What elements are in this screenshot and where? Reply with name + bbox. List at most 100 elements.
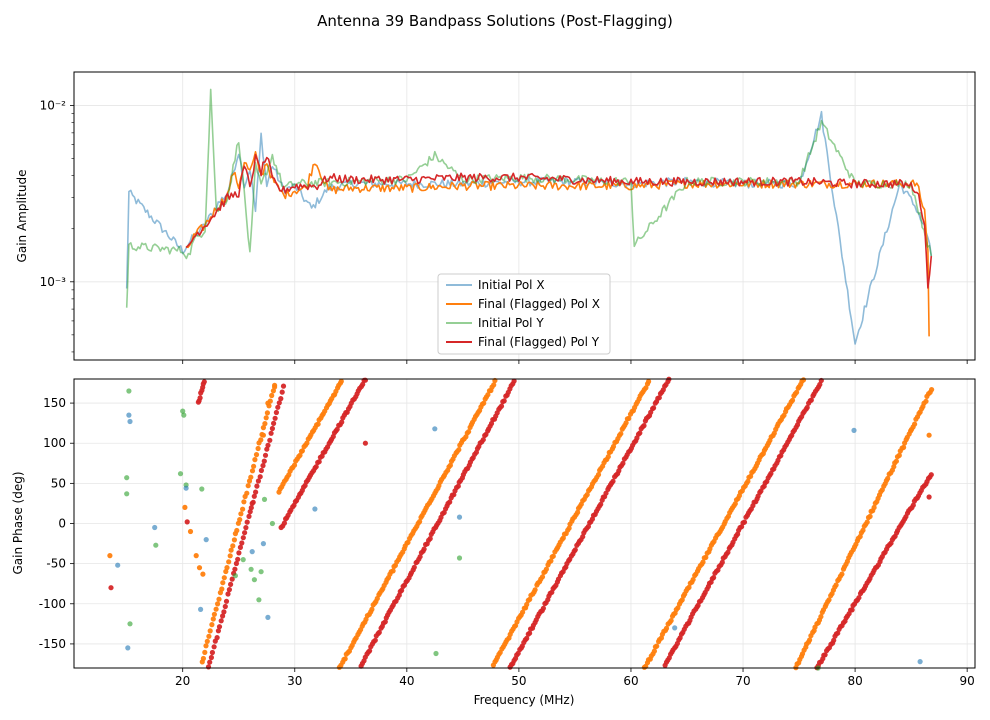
phase-outlier-initial-pol-y — [258, 569, 264, 575]
phase-point-final-flagged-pol-x — [223, 568, 229, 575]
amplitude-ylabel: Gain Amplitude — [15, 170, 29, 263]
phase-outlier-final-flagged-pol-x — [107, 553, 113, 559]
phase-point-final-flagged-pol-y — [221, 609, 227, 615]
phase-point-final-flagged-pol-y — [768, 470, 774, 477]
phase-outlier-initial-pol-y — [177, 471, 184, 477]
phase-point-final-flagged-pol-y — [455, 483, 461, 489]
phase-point-final-flagged-pol-x — [532, 587, 538, 593]
phase-point-final-flagged-pol-y — [275, 404, 281, 410]
phase-point-final-flagged-pol-x — [219, 586, 225, 592]
phase-point-final-flagged-pol-y — [501, 398, 507, 404]
phase-point-final-flagged-pol-x — [703, 554, 709, 561]
phase-outlier-initial-pol-y — [256, 597, 262, 603]
phase-point-final-flagged-pol-x — [249, 468, 256, 474]
legend: Initial Pol X Final (Flagged) Pol X Init… — [437, 273, 611, 355]
phase-outlier-initial-pol-x — [432, 426, 438, 432]
phase-outlier-initial-pol-x — [917, 659, 923, 665]
legend-box — [437, 273, 611, 355]
phase-point-final-flagged-pol-x — [560, 535, 566, 541]
phase-point-final-flagged-pol-y — [651, 405, 657, 411]
phase-outlier-initial-pol-x — [152, 524, 158, 531]
phase-point-final-flagged-pol-x — [252, 457, 258, 463]
legend-label-initial-pol-y: Initial Pol Y — [478, 316, 544, 330]
phase-point-final-flagged-pol-y — [267, 437, 273, 443]
phase-point-final-flagged-pol-y — [480, 437, 486, 443]
phase-point-final-flagged-pol-y — [849, 607, 855, 613]
phase-point-final-flagged-pol-y — [276, 400, 282, 406]
phase-point-final-flagged-pol-x — [668, 618, 674, 624]
phase-point-final-flagged-pol-y — [641, 423, 647, 429]
amplitude-ticks: 10⁻³ 10⁻² — [40, 99, 968, 364]
phase-point-final-flagged-pol-x — [255, 445, 261, 452]
phase-point-final-flagged-pol-x — [663, 625, 670, 632]
phase-point-final-flagged-pol-x — [260, 425, 266, 431]
phase-outlier-initial-pol-x — [265, 614, 271, 621]
phase-outlier-initial-pol-x — [203, 537, 209, 543]
phase-point-final-flagged-pol-y — [278, 396, 284, 402]
phase-point-final-flagged-pol-y — [209, 649, 215, 656]
phase-point-final-flagged-pol-y — [598, 501, 604, 507]
phase-outlier-initial-pol-y — [251, 577, 257, 583]
phase-outlier-initial-pol-y — [180, 408, 186, 414]
phase-point-final-flagged-pol-x — [466, 429, 472, 435]
phase-point-final-flagged-pol-y — [258, 467, 264, 474]
phase-point-final-flagged-pol-y — [417, 554, 423, 560]
phase-point-final-flagged-pol-x — [456, 447, 462, 453]
amplitude-line-final-flagged-pol-y — [185, 154, 933, 289]
phase-outlier-final-flagged-pol-y — [926, 494, 932, 500]
phase-point-final-flagged-pol-y — [232, 566, 238, 572]
phase-point-final-flagged-pol-x — [643, 385, 649, 391]
phase-point-final-flagged-pol-x — [566, 525, 572, 531]
phase-outlier-final-flagged-pol-x — [265, 400, 271, 406]
phase-point-final-flagged-pol-x — [240, 506, 246, 512]
phase-point-final-flagged-pol-x — [595, 472, 602, 478]
phase-point-final-flagged-pol-y — [228, 581, 234, 588]
phase-point-final-flagged-pol-y — [822, 652, 828, 658]
phase-point-final-flagged-pol-y — [268, 430, 274, 436]
phase-point-final-flagged-pol-x — [213, 606, 219, 612]
amplitude-line-initial-pol-y — [125, 88, 933, 308]
phase-point-final-flagged-pol-x — [234, 527, 240, 534]
phase-point-final-flagged-pol-y — [242, 530, 248, 536]
phase-point-final-flagged-pol-x — [826, 597, 832, 603]
phase-point-final-flagged-pol-y — [239, 540, 245, 546]
phase-point-final-flagged-pol-y — [253, 489, 259, 495]
phase-point-final-flagged-pol-y — [201, 379, 207, 385]
phase-point-final-flagged-pol-y — [399, 587, 405, 594]
phase-point-final-flagged-pol-y — [339, 419, 345, 425]
phase-point-final-flagged-pol-y — [515, 650, 521, 657]
phase-outlier-final-flagged-pol-x — [193, 553, 199, 559]
phase-point-final-flagged-pol-x — [369, 606, 375, 613]
phase-point-final-flagged-pol-y — [316, 459, 322, 465]
amplitude-panel: 10⁻³ 10⁻² Gain Amplitude Initial Pol X Fi… — [15, 71, 976, 364]
phase-point-final-flagged-pol-y — [835, 630, 841, 636]
phase-point-final-flagged-pol-x — [244, 490, 250, 496]
phase-point-final-flagged-pol-x — [209, 622, 215, 628]
phase-point-final-flagged-pol-x — [338, 378, 344, 384]
amplitude-ytick-label: 10⁻³ — [40, 275, 67, 289]
phase-outlier-initial-pol-y — [261, 496, 268, 502]
phase-point-final-flagged-pol-y — [637, 430, 643, 436]
phase-point-final-flagged-pol-x — [520, 609, 526, 615]
phase-point-final-flagged-pol-y — [488, 420, 495, 427]
phase-outlier-initial-pol-x — [249, 549, 255, 555]
phase-point-final-flagged-pol-y — [610, 478, 616, 484]
phase-point-final-flagged-pol-y — [620, 460, 626, 466]
phase-point-final-flagged-pol-x — [864, 519, 870, 525]
phase-point-final-flagged-pol-y — [421, 546, 427, 552]
phase-outlier-initial-pol-y — [433, 650, 439, 657]
phase-point-final-flagged-pol-x — [202, 649, 208, 656]
phase-point-final-flagged-pol-y — [334, 426, 340, 432]
phase-outlier-final-flagged-pol-x — [272, 384, 278, 390]
phase-points — [107, 376, 935, 671]
phase-point-final-flagged-pol-x — [248, 474, 254, 480]
phase-point-final-flagged-pol-x — [896, 452, 902, 458]
phase-outlier-initial-pol-x — [198, 606, 204, 613]
phase-outlier-final-flagged-pol-x — [200, 571, 206, 577]
phase-point-final-flagged-pol-x — [390, 568, 396, 574]
phase-ytick-label: 100 — [43, 436, 66, 450]
phase-point-final-flagged-pol-x — [231, 537, 237, 543]
phase-outlier-initial-pol-y — [232, 573, 238, 579]
phase-point-final-flagged-pol-x — [203, 643, 209, 649]
